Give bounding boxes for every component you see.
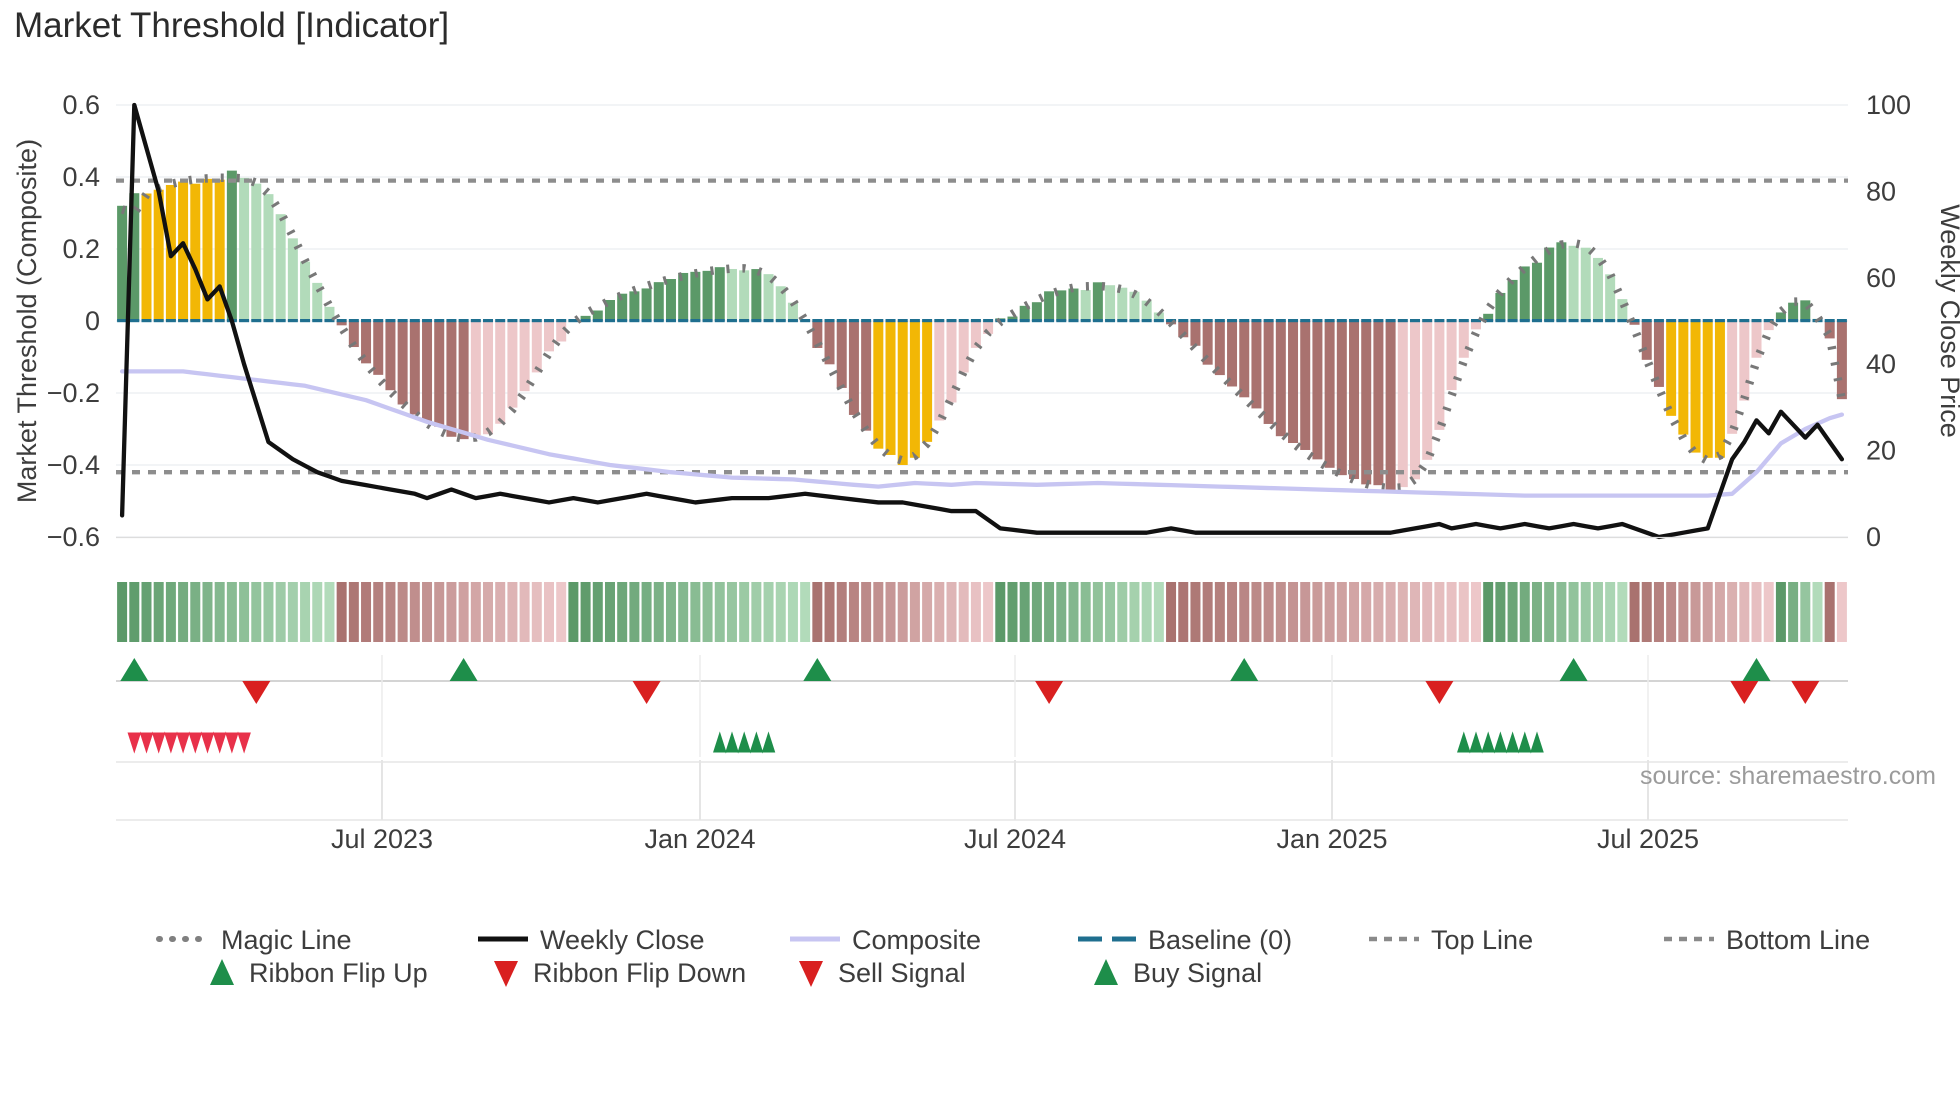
svg-text:Jul 2024: Jul 2024: [964, 824, 1066, 854]
svg-text:−0.4: −0.4: [47, 450, 100, 480]
svg-text:Magic Line: Magic Line: [221, 925, 352, 955]
svg-text:0: 0: [85, 306, 100, 336]
svg-text:0.6: 0.6: [62, 90, 100, 120]
svg-text:Ribbon Flip Down: Ribbon Flip Down: [533, 958, 746, 988]
svg-text:Buy Signal: Buy Signal: [1133, 958, 1262, 988]
svg-text:Weekly Close: Weekly Close: [540, 925, 705, 955]
svg-text:Sell Signal: Sell Signal: [838, 958, 966, 988]
svg-text:80: 80: [1866, 176, 1896, 206]
svg-text:Composite: Composite: [852, 925, 981, 955]
svg-text:−0.6: −0.6: [47, 522, 100, 552]
svg-text:20: 20: [1866, 436, 1896, 466]
svg-text:0.2: 0.2: [62, 234, 100, 264]
svg-text:−0.2: −0.2: [47, 378, 100, 408]
svg-text:40: 40: [1866, 349, 1896, 379]
svg-text:0.4: 0.4: [62, 162, 100, 192]
svg-text:100: 100: [1866, 90, 1911, 120]
svg-text:Jan 2024: Jan 2024: [644, 824, 755, 854]
svg-text:0: 0: [1866, 522, 1881, 552]
svg-text:Jul 2023: Jul 2023: [331, 824, 433, 854]
svg-text:Ribbon Flip Up: Ribbon Flip Up: [249, 958, 428, 988]
svg-text:Jul 2025: Jul 2025: [1597, 824, 1699, 854]
svg-text:Top Line: Top Line: [1431, 925, 1533, 955]
svg-text:Baseline (0): Baseline (0): [1148, 925, 1292, 955]
svg-text:Jan 2025: Jan 2025: [1276, 824, 1387, 854]
svg-text:60: 60: [1866, 263, 1896, 293]
svg-text:Bottom Line: Bottom Line: [1726, 925, 1870, 955]
